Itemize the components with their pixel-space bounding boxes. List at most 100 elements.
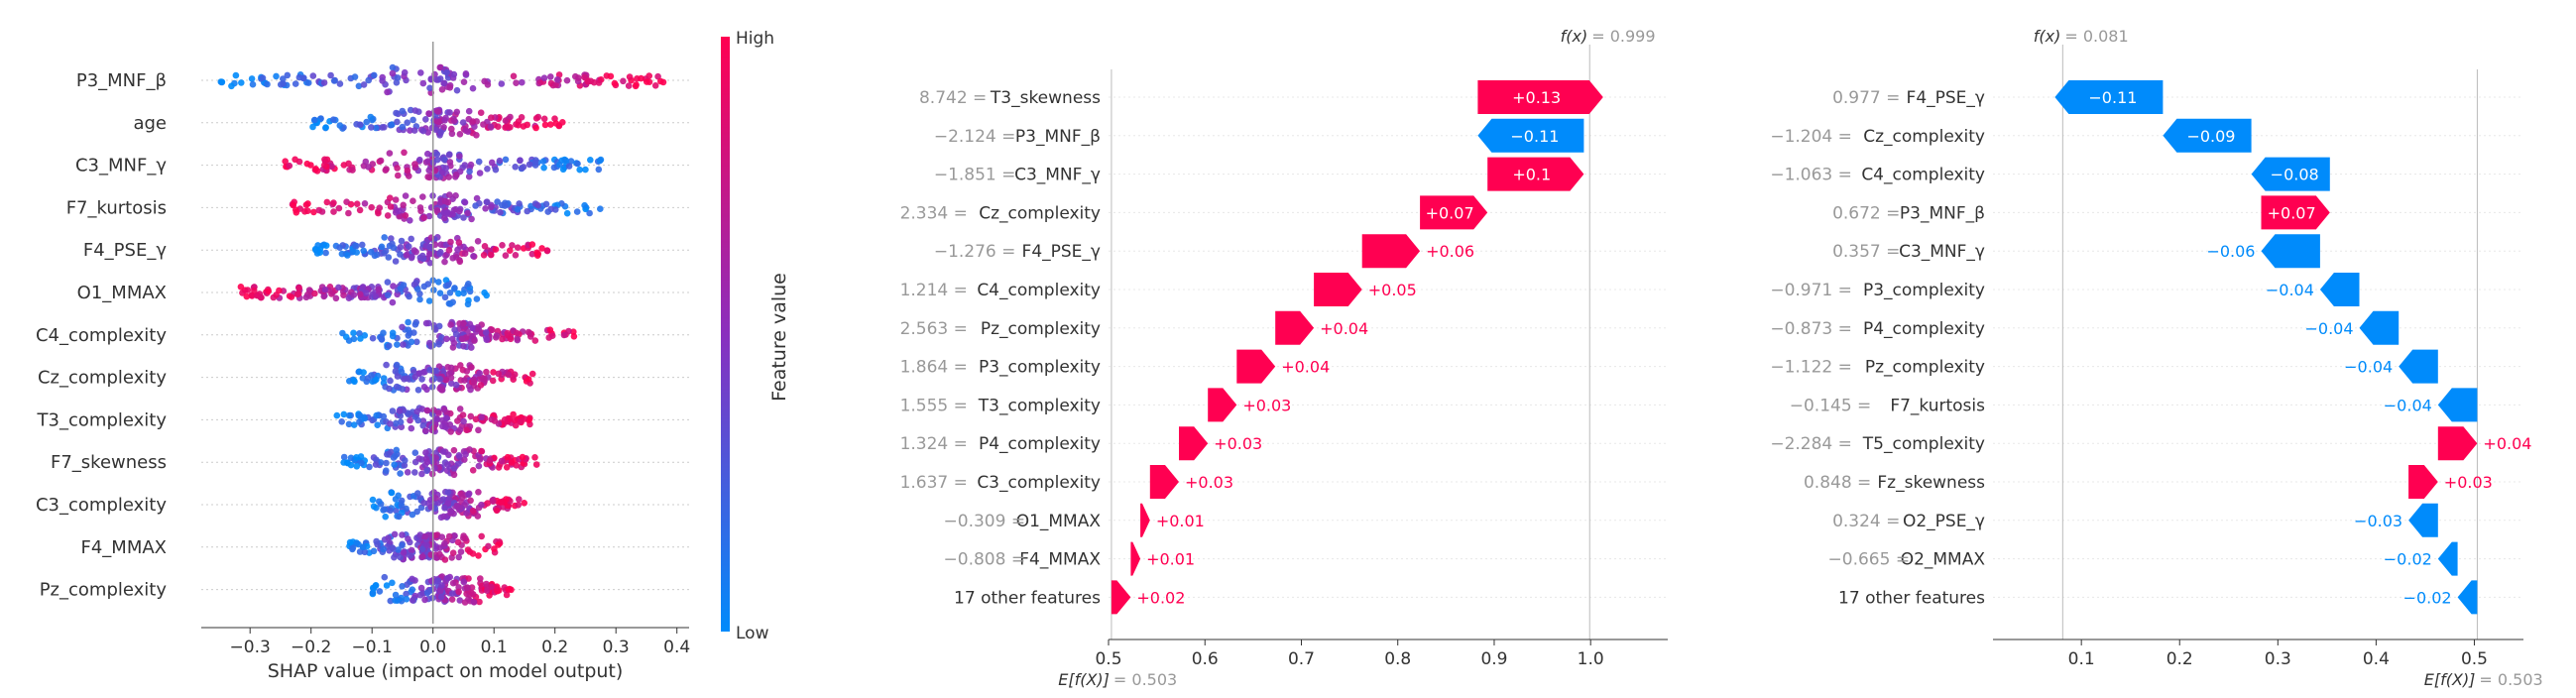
shap-point (321, 156, 328, 164)
shap-point (393, 383, 401, 391)
shap-point (391, 553, 398, 561)
shap-point (547, 73, 554, 80)
shap-point (360, 543, 367, 551)
shap-point (576, 166, 583, 174)
shap-point (519, 165, 526, 172)
shap-point (441, 505, 448, 512)
shap-point (516, 496, 523, 503)
shap-point (336, 80, 344, 87)
shap-point (501, 416, 509, 423)
shap-point (516, 200, 523, 207)
shap-point (330, 199, 337, 206)
feature-name: Fz_skewness (1877, 473, 1985, 493)
shap-value-label: −0.04 (2305, 319, 2354, 338)
shap-point (483, 368, 490, 376)
shap-point (469, 467, 477, 474)
shap-point (414, 286, 421, 293)
shap-point (284, 71, 292, 79)
shap-point (447, 428, 455, 435)
shap-point (426, 244, 433, 251)
shap-point (497, 208, 504, 216)
shap-point (443, 68, 450, 76)
feature-value: −1.063 = (1770, 166, 1852, 185)
shap-point (419, 127, 427, 135)
waterfall-bar (1208, 388, 1237, 422)
shap-point (496, 157, 504, 165)
shap-point (357, 335, 364, 342)
shap-point (413, 407, 421, 415)
shap-point (356, 368, 363, 376)
shap-value-label: +0.04 (1320, 319, 1368, 338)
shap-point (340, 291, 347, 299)
shap-point (415, 370, 423, 377)
shap-point (544, 208, 551, 215)
shap-point (316, 246, 324, 253)
colorbar-high-label: High (736, 29, 774, 49)
shap-point (513, 329, 521, 337)
shap-point (587, 77, 595, 85)
waterfall-bar (1361, 234, 1421, 269)
shap-point (332, 294, 340, 302)
shap-point (389, 332, 397, 340)
shap-value-label: −0.04 (2384, 396, 2432, 414)
shap-point (468, 246, 475, 253)
feature-value: 2.563 = (900, 319, 968, 339)
feature-name: C3_complexity (977, 473, 1101, 493)
feature-value: −0.971 = (1770, 281, 1852, 300)
shap-value-label: +0.03 (2444, 473, 2493, 492)
feature-name: F4_PSE_γ (1022, 242, 1101, 262)
shap-point (380, 545, 387, 553)
shap-point (451, 117, 458, 125)
shap-value-label: −0.02 (2384, 550, 2432, 569)
shap-value-label: −0.02 (2403, 588, 2452, 607)
shap-point (455, 588, 463, 596)
shap-point (347, 454, 355, 462)
shap-point (469, 507, 477, 515)
shap-point (472, 202, 479, 209)
shap-point (486, 457, 494, 464)
shap-point (238, 79, 245, 86)
shap-point (359, 375, 367, 382)
shap-point (365, 164, 372, 171)
shap-point (651, 82, 659, 89)
shap-point (540, 164, 547, 172)
shap-point (418, 376, 425, 383)
shap-point (309, 72, 317, 79)
shap-point (432, 126, 439, 133)
shap-point (382, 247, 390, 255)
shap-point (423, 458, 431, 466)
waterfall-bar (2359, 310, 2400, 345)
shap-point (463, 584, 471, 591)
shap-point (282, 158, 290, 165)
shap-point (482, 205, 489, 212)
shap-point (405, 318, 411, 326)
shap-point (381, 573, 389, 581)
shap-point (393, 446, 401, 454)
x-tick-label: 1.0 (1578, 649, 1604, 669)
shap-point (477, 575, 484, 582)
shap-value-label: +0.04 (2483, 434, 2531, 453)
shap-point (473, 295, 481, 302)
shap-point (510, 410, 517, 418)
shap-point (459, 119, 467, 126)
shap-value-label: +0.04 (1281, 358, 1330, 377)
feature-name: F4_MMAX (1019, 550, 1101, 570)
waterfall-bar (2319, 273, 2360, 306)
shap-point (286, 162, 293, 170)
shap-point (350, 421, 358, 428)
shap-point (422, 319, 430, 327)
shap-point (467, 386, 474, 394)
feature-label: Cz_complexity (38, 368, 167, 389)
shap-point (395, 492, 403, 500)
shap-point (374, 421, 382, 429)
shap-point (392, 419, 400, 427)
shap-point (394, 118, 401, 126)
feature-name: C3_MNF_γ (1014, 166, 1101, 185)
shap-point (411, 449, 419, 457)
shap-point (475, 158, 483, 166)
shap-point (382, 513, 390, 521)
shap-point (495, 370, 503, 378)
shap-point (345, 337, 353, 344)
shap-point (388, 235, 395, 242)
